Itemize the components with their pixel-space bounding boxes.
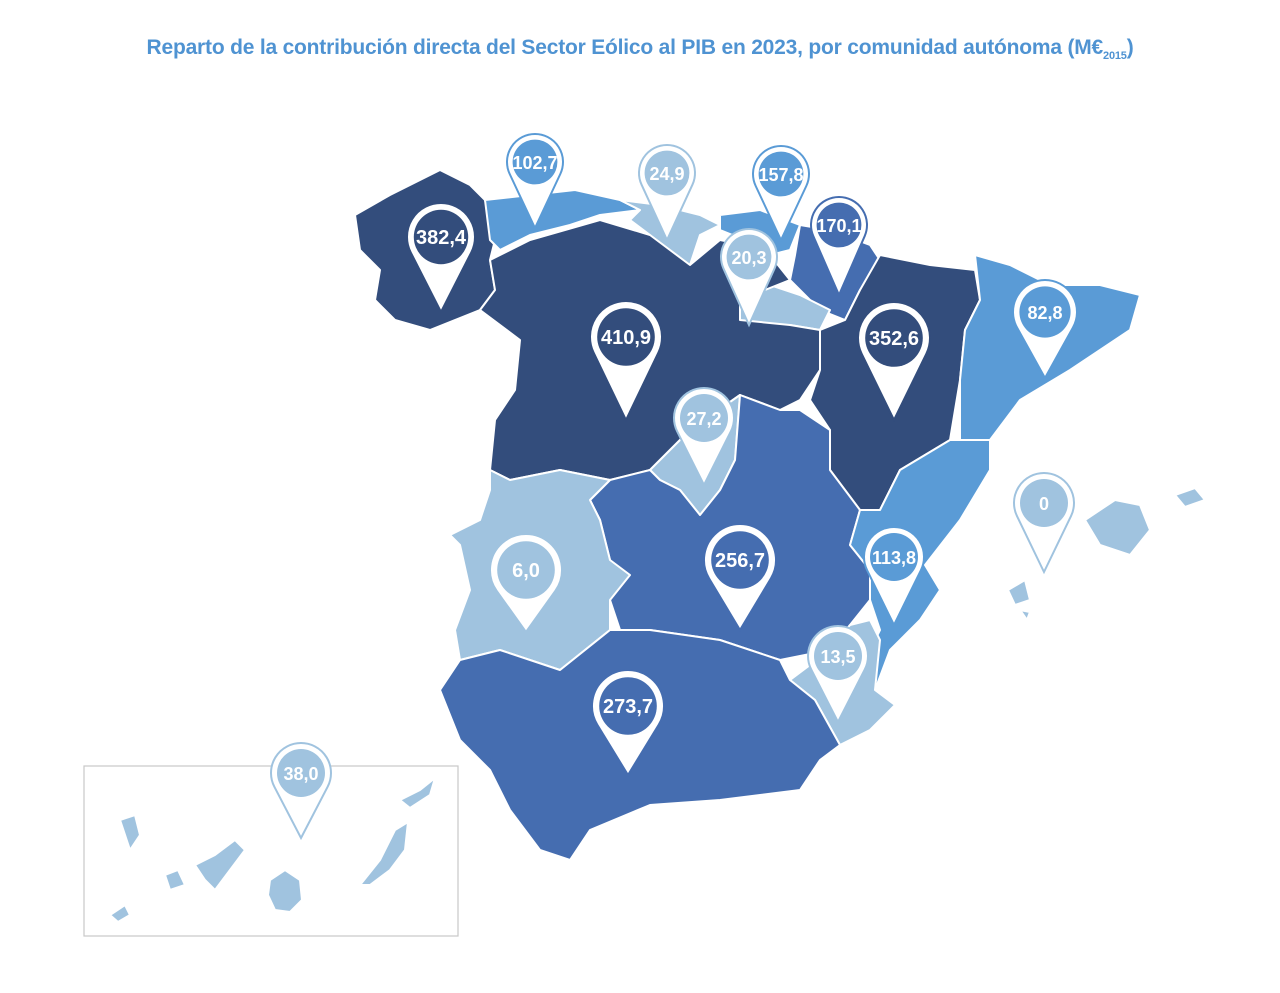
region-shape bbox=[267, 869, 303, 913]
map-pin-asturias: 102,7 bbox=[506, 133, 564, 231]
pin-value: 20,3 bbox=[731, 248, 766, 268]
map-pin-baleares: 0 bbox=[1013, 472, 1075, 575]
map-pin-valenciana: 113,8 bbox=[863, 526, 925, 628]
pin-circle bbox=[277, 749, 325, 797]
region-shape bbox=[399, 777, 436, 809]
pin-value: 38,0 bbox=[283, 764, 318, 784]
title-close: ) bbox=[1126, 36, 1134, 59]
pin-circle bbox=[816, 202, 862, 248]
region-shape bbox=[194, 839, 246, 891]
region-shape bbox=[1019, 609, 1031, 621]
pin-value: 113,8 bbox=[872, 548, 916, 568]
pin-circle bbox=[497, 541, 555, 599]
pin-value: 382,4 bbox=[416, 227, 467, 249]
title-subscript: 2015 bbox=[1103, 50, 1127, 63]
map-title: Reparto de la contribución directa del S… bbox=[0, 36, 1280, 62]
region-shape bbox=[119, 814, 141, 851]
map-pin-cataluna: 82,8 bbox=[1012, 279, 1078, 381]
map-pin-aragon: 352,6 bbox=[857, 301, 931, 423]
region-shape bbox=[1174, 487, 1206, 508]
pin-value: 157,8 bbox=[758, 165, 803, 185]
map-pin-cyl: 410,9 bbox=[589, 300, 663, 423]
pin-circle bbox=[512, 139, 558, 185]
map-pin-clm: 256,7 bbox=[703, 523, 777, 632]
pin-value: 273,7 bbox=[603, 696, 653, 718]
region-shape bbox=[1007, 579, 1031, 606]
pin-value: 13,5 bbox=[820, 647, 855, 667]
pin-circle bbox=[870, 533, 918, 581]
map-pin-canarias: 38,0 bbox=[270, 742, 332, 841]
region-shape bbox=[164, 869, 186, 891]
pin-circle bbox=[413, 209, 469, 265]
pin-value: 410,9 bbox=[601, 327, 651, 349]
map-pin-extremadura: 6,0 bbox=[489, 533, 563, 634]
map-pin-paisvasco: 157,8 bbox=[752, 145, 810, 243]
pin-circle bbox=[865, 309, 923, 367]
pin-circle bbox=[758, 151, 804, 197]
pin-value: 102,7 bbox=[512, 153, 557, 173]
pin-circle bbox=[599, 677, 657, 735]
pin-value: 24,9 bbox=[649, 164, 684, 184]
pin-circle bbox=[1019, 286, 1071, 338]
pin-circle bbox=[726, 234, 772, 280]
region-shape bbox=[109, 904, 131, 923]
pin-value: 256,7 bbox=[715, 550, 765, 572]
map-pin-galicia: 382,4 bbox=[406, 202, 476, 315]
pin-circle bbox=[644, 150, 690, 196]
pin-value: 6,0 bbox=[512, 560, 540, 582]
title-text: Reparto de la contribución directa del S… bbox=[146, 36, 1104, 59]
pin-value: 27,2 bbox=[686, 409, 721, 429]
pin-circle bbox=[1020, 479, 1068, 527]
pin-value: 352,6 bbox=[869, 328, 919, 350]
pin-circle bbox=[597, 308, 655, 366]
region-canarias[interactable] bbox=[109, 777, 436, 923]
pin-value: 82,8 bbox=[1027, 303, 1062, 323]
pin-circle bbox=[711, 531, 769, 589]
region-baleares[interactable] bbox=[1007, 487, 1206, 621]
map-pin-cantabria: 24,9 bbox=[638, 144, 696, 243]
pin-circle bbox=[680, 394, 728, 442]
map-pin-murcia: 13,5 bbox=[807, 625, 869, 725]
map-pin-andalucia: 273,7 bbox=[591, 669, 665, 777]
pin-value: 0 bbox=[1039, 494, 1049, 514]
pin-circle bbox=[814, 632, 862, 680]
region-shape bbox=[1084, 499, 1151, 556]
map-pin-navarra: 170,1 bbox=[810, 196, 868, 298]
map-pin-rioja: 20,3 bbox=[720, 228, 778, 328]
pin-value: 170,1 bbox=[816, 216, 861, 236]
map-pin-madrid: 27,2 bbox=[673, 387, 735, 488]
region-shape bbox=[359, 821, 409, 886]
